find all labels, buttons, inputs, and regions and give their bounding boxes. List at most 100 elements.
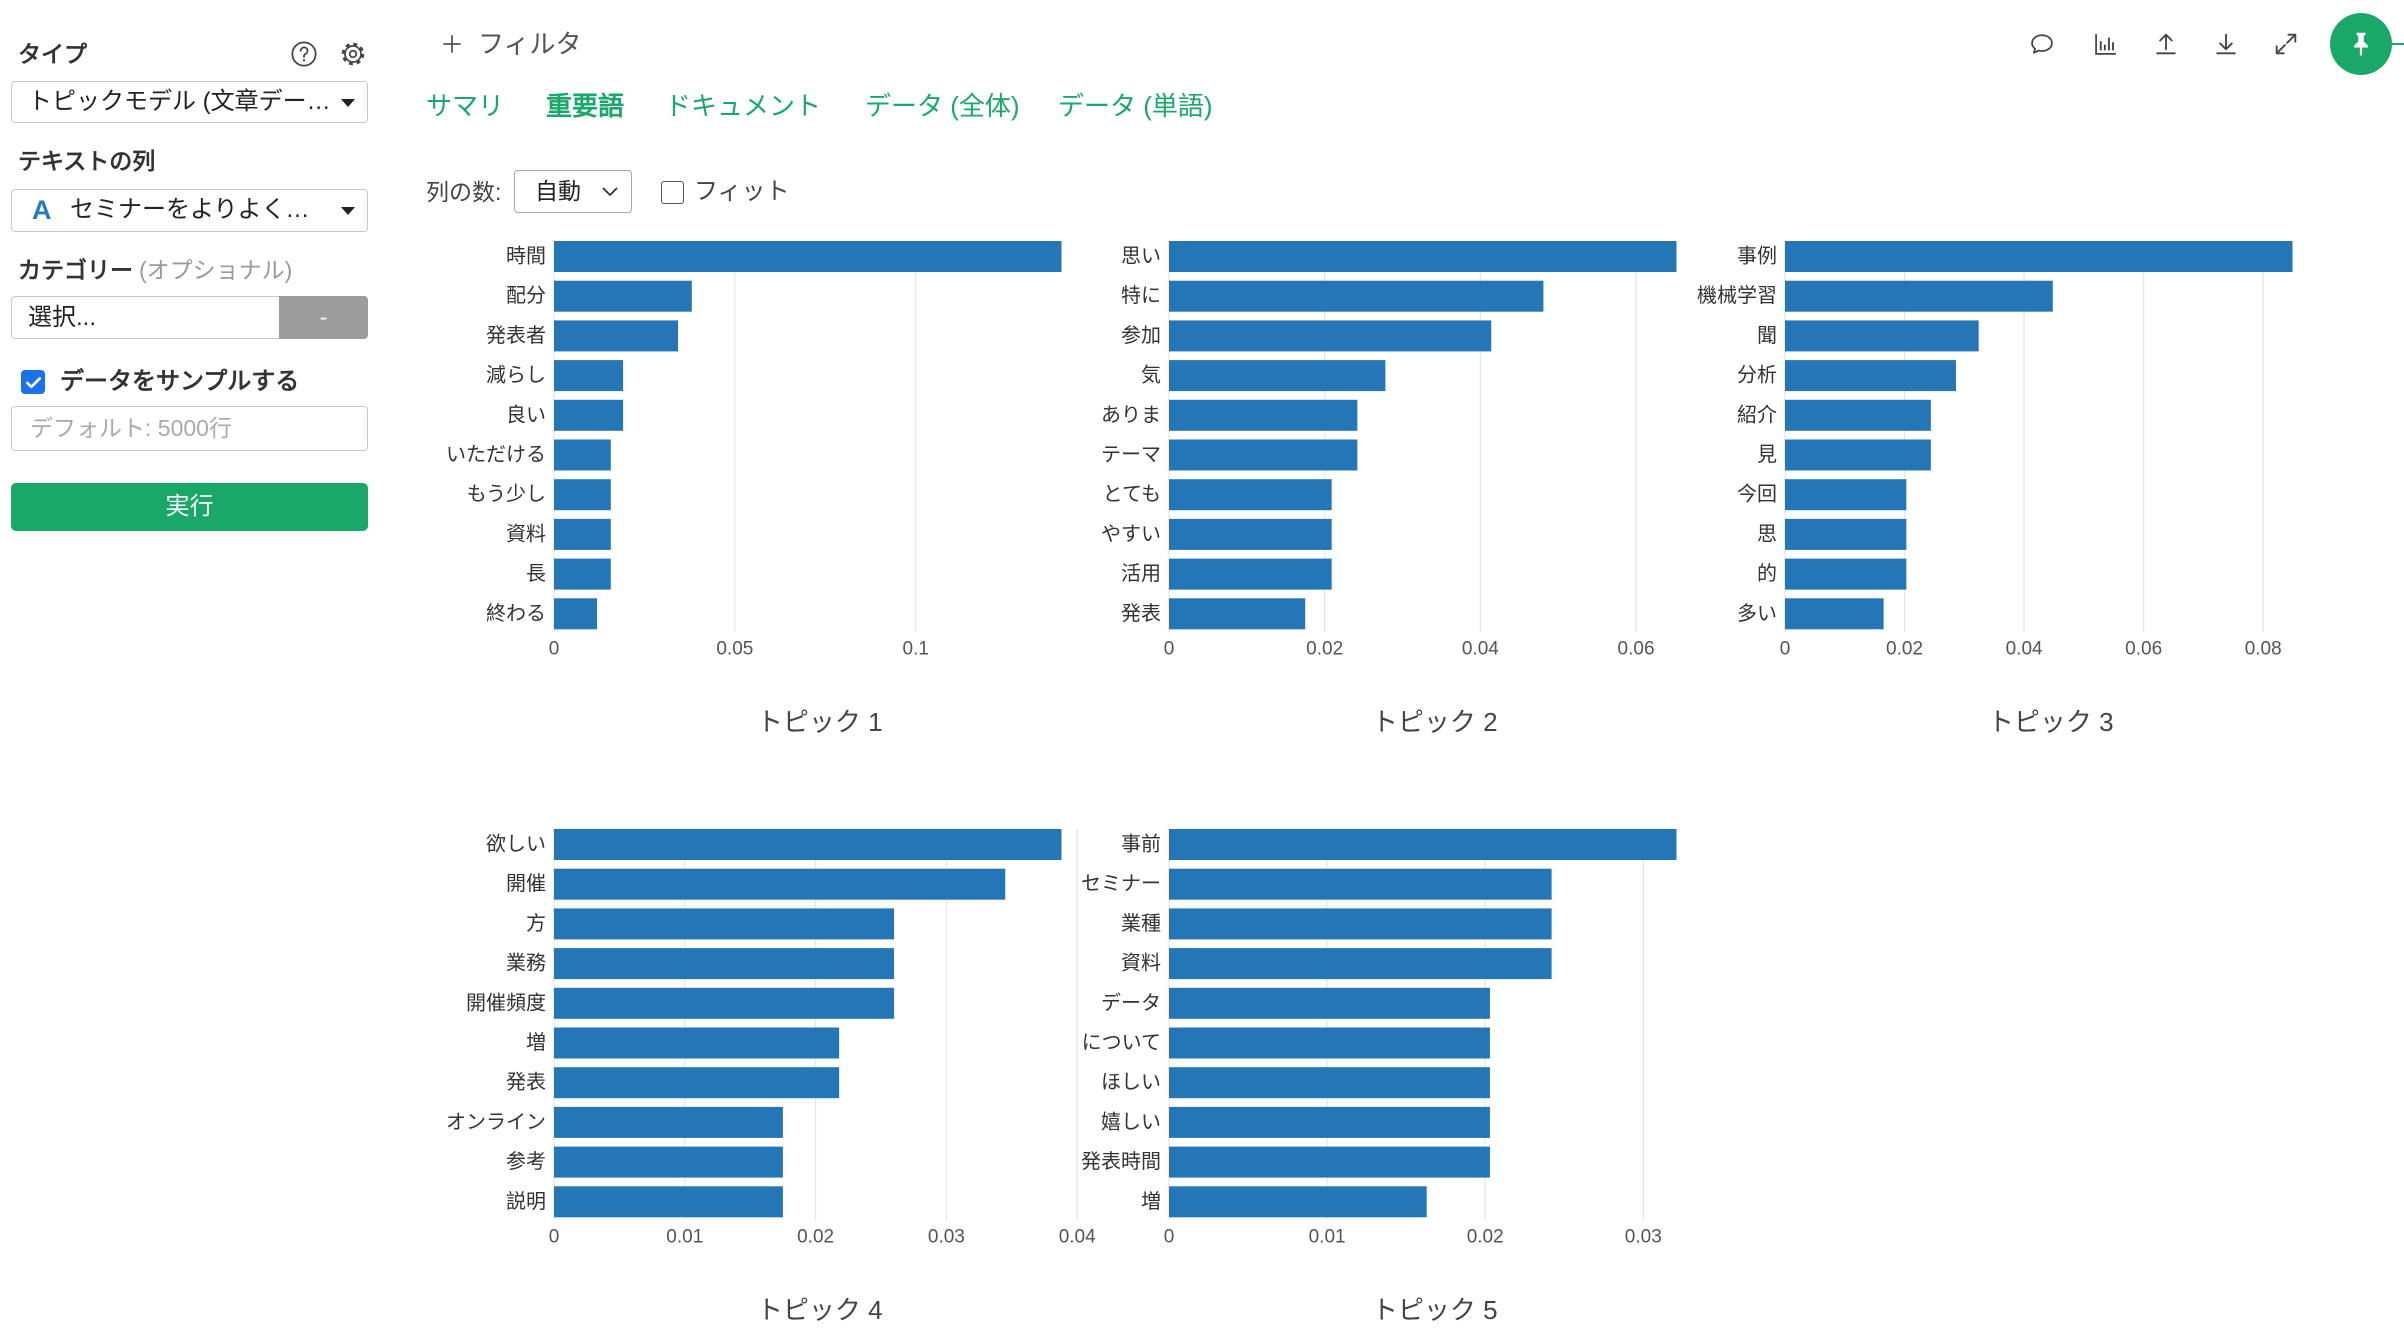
x-tick-label: 0.06 — [1617, 638, 1654, 659]
bar-topic-2-item-2 — [1168, 280, 1543, 312]
bar-topic-3-item-8 — [1784, 518, 1906, 550]
bar-topic-1-item-1 — [553, 240, 1061, 272]
bar-topic-2-item-3 — [1168, 320, 1491, 352]
category-label: について — [1081, 1032, 1160, 1054]
bar-topic-5-item-6 — [1168, 1027, 1490, 1059]
sample-checkbox[interactable] — [21, 370, 45, 394]
help-circle-icon[interactable] — [290, 40, 318, 68]
panel-edge-line — [2392, 43, 2404, 45]
upload-icon[interactable] — [2152, 30, 2180, 58]
category-label: 終わる — [486, 601, 546, 624]
chart-title: トピック 5 — [1371, 1295, 1497, 1325]
comment-icon[interactable] — [2028, 30, 2056, 58]
tab-data-words[interactable]: データ (単語) — [1058, 91, 1213, 121]
category-label: 長 — [526, 563, 546, 585]
fit-checkbox-label[interactable]: フィット — [694, 178, 790, 205]
category-label: 資料 — [1121, 952, 1161, 975]
category-label: やすい — [1101, 523, 1161, 545]
sample-checkbox-label[interactable]: データをサンプルする — [60, 368, 300, 395]
expand-icon[interactable] — [2272, 30, 2300, 58]
x-tick-label: 0 — [1779, 638, 1790, 659]
columns-count-value: 自動 — [535, 178, 581, 204]
bar-topic-2-item-5 — [1168, 399, 1357, 431]
bar-topic-4-item-4 — [553, 948, 894, 980]
bar-topic-3-item-4 — [1784, 359, 1956, 391]
columns-count-select[interactable]: 自動 — [514, 170, 632, 213]
category-label: ほしい — [1101, 1072, 1161, 1094]
download-icon[interactable] — [2212, 30, 2240, 58]
x-tick-label: 0 — [1163, 638, 1174, 659]
category-label: 欲しい — [486, 833, 546, 856]
category-select-value: 選択... — [28, 304, 97, 331]
bar-topic-1-item-6 — [553, 439, 611, 471]
x-tick-label: 0 — [548, 1227, 559, 1248]
category-label: もう少し — [466, 482, 545, 505]
type-label: タイプ — [18, 41, 87, 67]
bar-topic-2-item-1 — [1168, 240, 1676, 272]
tab-data-all[interactable]: データ (全体) — [865, 91, 1020, 121]
caret-down-icon — [341, 207, 355, 215]
category-label: オンライン — [446, 1112, 546, 1134]
bar-topic-3-item-6 — [1784, 439, 1931, 471]
tab-key-terms[interactable]: 重要語 — [546, 91, 625, 121]
sample-size-input[interactable] — [11, 406, 368, 451]
category-select[interactable]: 選択... — [11, 296, 280, 339]
category-label: 開催 — [506, 873, 546, 896]
type-select[interactable]: トピックモデル (文章データ) — [11, 81, 368, 123]
bar-chart-icon[interactable] — [2092, 30, 2120, 58]
bar-topic-5-item-3 — [1168, 908, 1552, 940]
x-tick-label: 0.03 — [1624, 1227, 1661, 1248]
category-label: 多い — [1737, 601, 1777, 624]
category-clear-button[interactable]: - — [279, 296, 368, 339]
chevron-down-icon — [602, 187, 618, 197]
category-label: 業種 — [1121, 912, 1161, 935]
filter-button[interactable]: フィルタ — [478, 29, 582, 59]
tab-summary[interactable]: サマリ — [426, 91, 505, 121]
category-label: 時間 — [506, 244, 546, 267]
gear-icon[interactable] — [339, 40, 367, 68]
category-label: 説明 — [506, 1190, 546, 1213]
topic-4-bar-chart: 0 0.01 0.02 0.03 0.04 欲しい開催方業務開催頻度増発表オンライン参考説… — [446, 829, 1096, 1325]
x-tick-label: 0.03 — [927, 1227, 964, 1248]
bar-topic-2-item-7 — [1168, 478, 1332, 510]
type-select-value: トピックモデル (文章データ) — [28, 88, 333, 115]
category-label: 業務 — [506, 952, 546, 975]
category-label: とても — [1102, 483, 1160, 505]
bar-topic-4-item-3 — [553, 908, 894, 940]
chart-title: トピック 4 — [756, 1295, 882, 1325]
bar-topic-4-item-9 — [553, 1146, 783, 1178]
category-label: 的 — [1757, 562, 1777, 585]
category-label: 分析 — [1737, 363, 1777, 386]
bar-topic-5-item-7 — [1168, 1067, 1490, 1099]
pin-button[interactable] — [2330, 13, 2392, 75]
category-label-text: カテゴリー — [18, 257, 133, 283]
bar-topic-2-item-9 — [1168, 558, 1332, 590]
columns-count-label: 列の数: — [426, 179, 502, 205]
x-tick-label: 0.02 — [1466, 1227, 1503, 1248]
x-tick-label: 0.02 — [1306, 638, 1343, 659]
x-tick-label: 0.01 — [1308, 1227, 1345, 1248]
plus-icon[interactable] — [440, 32, 464, 56]
category-label: カテゴリー (オプショナル) — [18, 256, 292, 284]
category-label: 発表 — [1121, 601, 1161, 624]
bar-topic-4-item-10 — [553, 1186, 783, 1218]
bar-topic-3-item-5 — [1784, 399, 1931, 431]
category-label: セミナー — [1081, 874, 1161, 896]
tab-documents[interactable]: ドキュメント — [665, 91, 822, 121]
string-column-type-icon: A — [32, 195, 52, 225]
category-label: 嬉しい — [1101, 1111, 1161, 1134]
bar-topic-3-item-2 — [1784, 280, 2053, 312]
bar-topic-2-item-4 — [1168, 359, 1385, 391]
pin-icon — [2354, 32, 2368, 57]
x-tick-label: 0.06 — [2125, 638, 2162, 659]
x-tick-label: 0 — [1163, 1227, 1174, 1248]
fit-checkbox[interactable] — [661, 181, 684, 204]
category-label: ありま — [1101, 404, 1161, 426]
bar-topic-5-item-9 — [1168, 1146, 1490, 1178]
run-button[interactable]: 実行 — [11, 483, 368, 531]
text-column-select[interactable]: A セミナーをよりよくす… — [11, 189, 368, 232]
category-label: 機械学習 — [1697, 284, 1777, 307]
bar-topic-4-item-5 — [553, 988, 894, 1020]
category-label: 事前 — [1121, 833, 1161, 856]
bar-topic-4-item-2 — [553, 869, 1005, 901]
